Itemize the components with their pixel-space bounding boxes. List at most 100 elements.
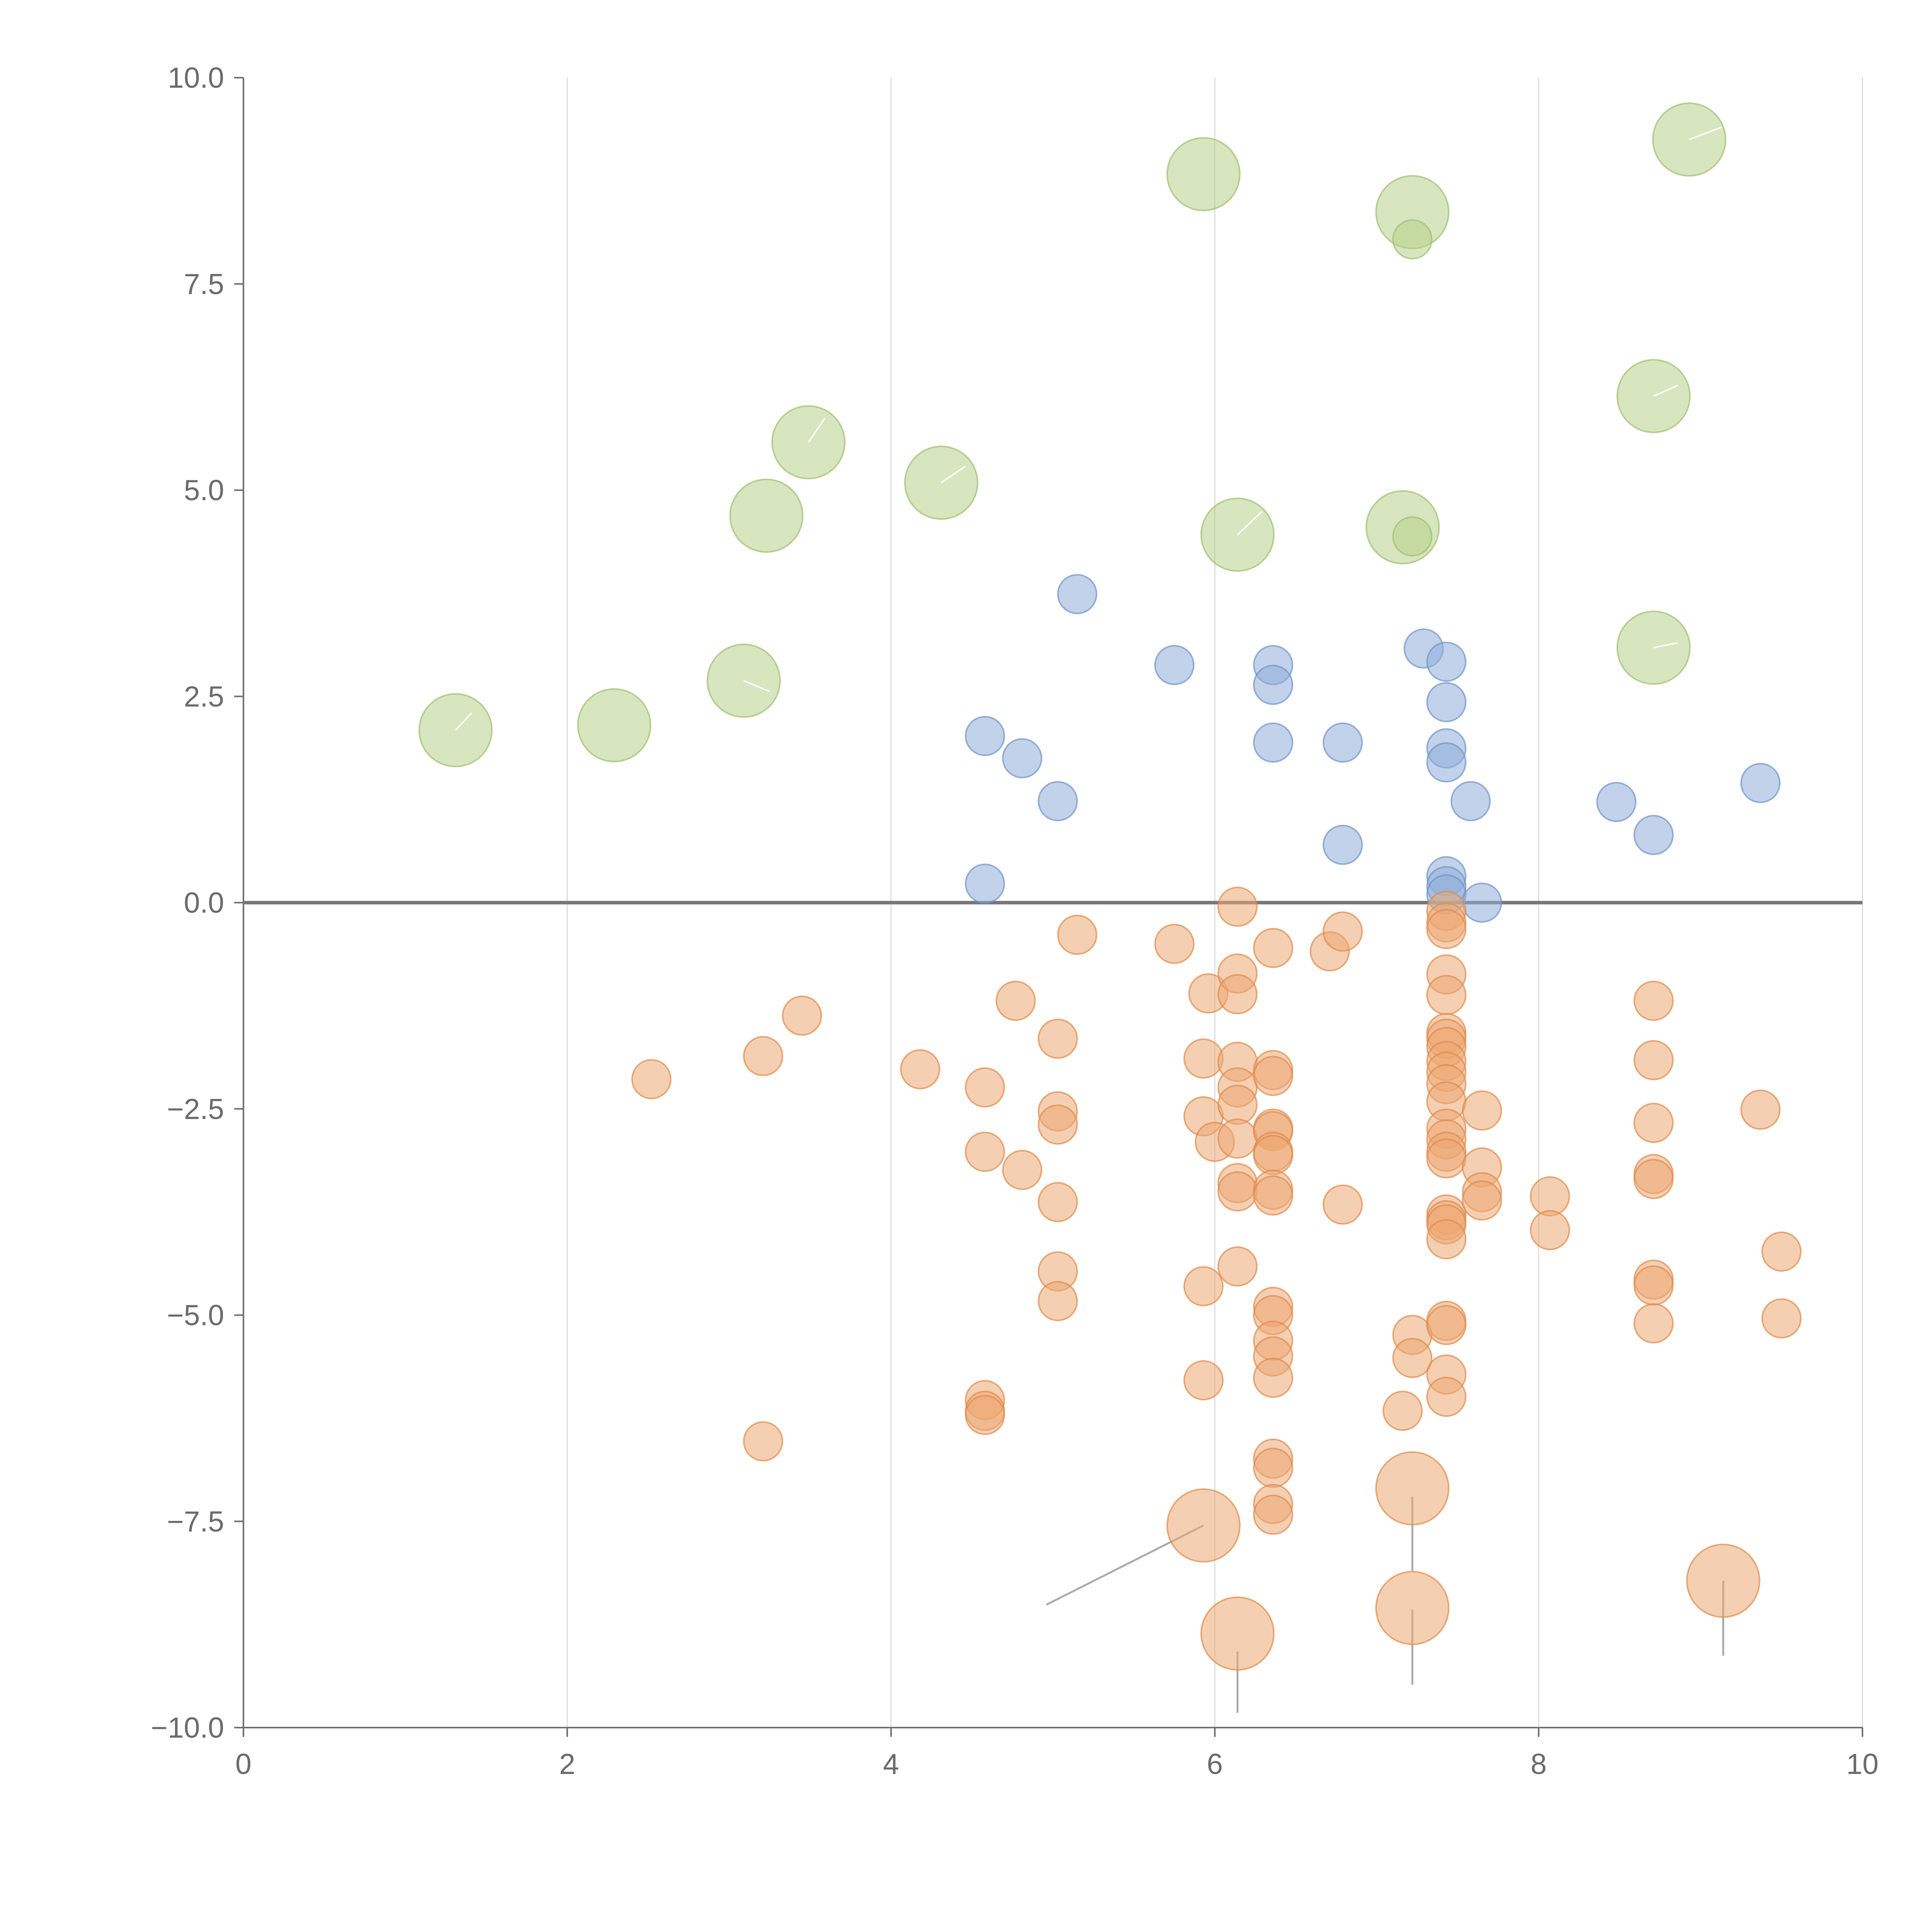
y-tick-label: 2.5 — [184, 680, 224, 713]
data-point — [1253, 722, 1293, 763]
data-point — [1740, 1089, 1781, 1130]
leader-line — [808, 418, 825, 443]
data-point — [1183, 1266, 1224, 1306]
leader-line — [1237, 511, 1262, 536]
data-point — [1426, 641, 1467, 682]
leader-line — [743, 680, 770, 692]
data-point — [1426, 1138, 1467, 1179]
data-point — [1253, 1175, 1293, 1216]
leader-line — [1689, 126, 1722, 140]
series-negative — [631, 886, 1802, 1535]
data-point — [1633, 1265, 1674, 1306]
x-tick-label: 0 — [235, 1748, 252, 1780]
data-point — [1686, 1543, 1760, 1618]
data-point — [1037, 1182, 1078, 1223]
y-tick-label: −5.0 — [167, 1299, 224, 1332]
data-point — [1633, 981, 1674, 1021]
data-point — [1530, 1210, 1570, 1250]
data-point — [1166, 137, 1241, 211]
data-point — [1057, 574, 1097, 614]
data-point — [782, 995, 822, 1036]
data-point — [1002, 1150, 1043, 1190]
tick-labels: 10.0 7.5 5.0 2.5 0.0 −2.5 −5.0 −7.5 −10.0 0 2 4 6 8 10 — [151, 61, 1879, 1780]
data-point — [1166, 1488, 1241, 1563]
data-point — [1462, 883, 1502, 923]
data-point — [729, 478, 804, 553]
leader-line — [1653, 384, 1679, 397]
data-point — [1530, 1176, 1570, 1217]
x-tick-label: 6 — [1207, 1748, 1223, 1780]
data-point — [1392, 1338, 1433, 1378]
data-point — [1037, 1019, 1078, 1059]
data-point — [965, 1067, 1005, 1108]
data-point — [1426, 1376, 1467, 1417]
y-tick-label: 0.0 — [184, 886, 224, 919]
leader-line — [455, 712, 473, 731]
data-point — [1200, 1596, 1275, 1671]
data-point — [1426, 742, 1467, 783]
data-point — [1217, 886, 1258, 927]
data-point — [1426, 909, 1467, 949]
data-point — [1253, 1357, 1293, 1398]
data-point — [1426, 682, 1467, 723]
data-point — [1596, 782, 1637, 822]
data-point — [1761, 1298, 1802, 1339]
data-point — [1426, 975, 1467, 1015]
leader-line — [1653, 642, 1678, 649]
data-point — [1253, 665, 1293, 705]
x-tick-label: 10 — [1846, 1748, 1878, 1780]
x-tick-label: 2 — [559, 1748, 575, 1780]
x-tick-label: 8 — [1531, 1748, 1547, 1780]
data-point — [1761, 1231, 1802, 1272]
data-point — [1323, 722, 1363, 763]
data-point — [1633, 1040, 1674, 1080]
data-point — [900, 1049, 940, 1090]
x-tick-label: 4 — [883, 1748, 899, 1780]
series-large-positive — [418, 102, 1726, 767]
data-point — [965, 1131, 1005, 1172]
y-tick-label: −10.0 — [151, 1711, 224, 1744]
data-point — [1217, 1118, 1258, 1159]
series-large-negative — [1166, 1451, 1760, 1671]
data-point — [1253, 1447, 1293, 1488]
data-point — [1323, 825, 1363, 865]
leader-line — [940, 465, 966, 483]
y-tick-label: 10.0 — [168, 61, 224, 94]
data-point — [1253, 1135, 1293, 1175]
data-point — [743, 1421, 783, 1462]
data-point — [1217, 1085, 1258, 1125]
data-point — [1392, 219, 1433, 260]
data-point — [1217, 974, 1258, 1014]
data-point — [1462, 1180, 1502, 1221]
data-point — [1633, 1159, 1674, 1199]
data-point — [1426, 1219, 1467, 1260]
data-point — [1740, 763, 1781, 803]
data-point — [1253, 1056, 1293, 1096]
data-point — [1037, 1104, 1078, 1145]
series-small-positive-overlap- — [1392, 219, 1433, 557]
data-point — [1633, 1103, 1674, 1143]
data-point — [1217, 1171, 1258, 1212]
y-tick-label: −7.5 — [167, 1505, 224, 1537]
data-point — [1183, 1038, 1224, 1079]
data-point — [1426, 1305, 1467, 1345]
data-point — [1392, 516, 1433, 557]
data-point — [965, 1395, 1005, 1435]
data-point — [965, 863, 1005, 904]
data-point — [1633, 815, 1674, 855]
data-point — [1323, 1184, 1363, 1225]
data-point — [1323, 911, 1363, 952]
data-point — [995, 981, 1036, 1021]
y-tick-label: 7.5 — [184, 268, 224, 300]
axes — [243, 78, 1862, 1728]
y-tick-label: −2.5 — [167, 1093, 224, 1125]
data-point — [577, 688, 651, 762]
data-point — [1462, 1090, 1502, 1131]
data-point — [1375, 1571, 1450, 1645]
data-points — [418, 102, 1802, 1671]
data-point — [1375, 1451, 1450, 1526]
data-point — [743, 1036, 783, 1077]
data-point — [1183, 1360, 1224, 1401]
data-point — [1383, 1391, 1423, 1431]
